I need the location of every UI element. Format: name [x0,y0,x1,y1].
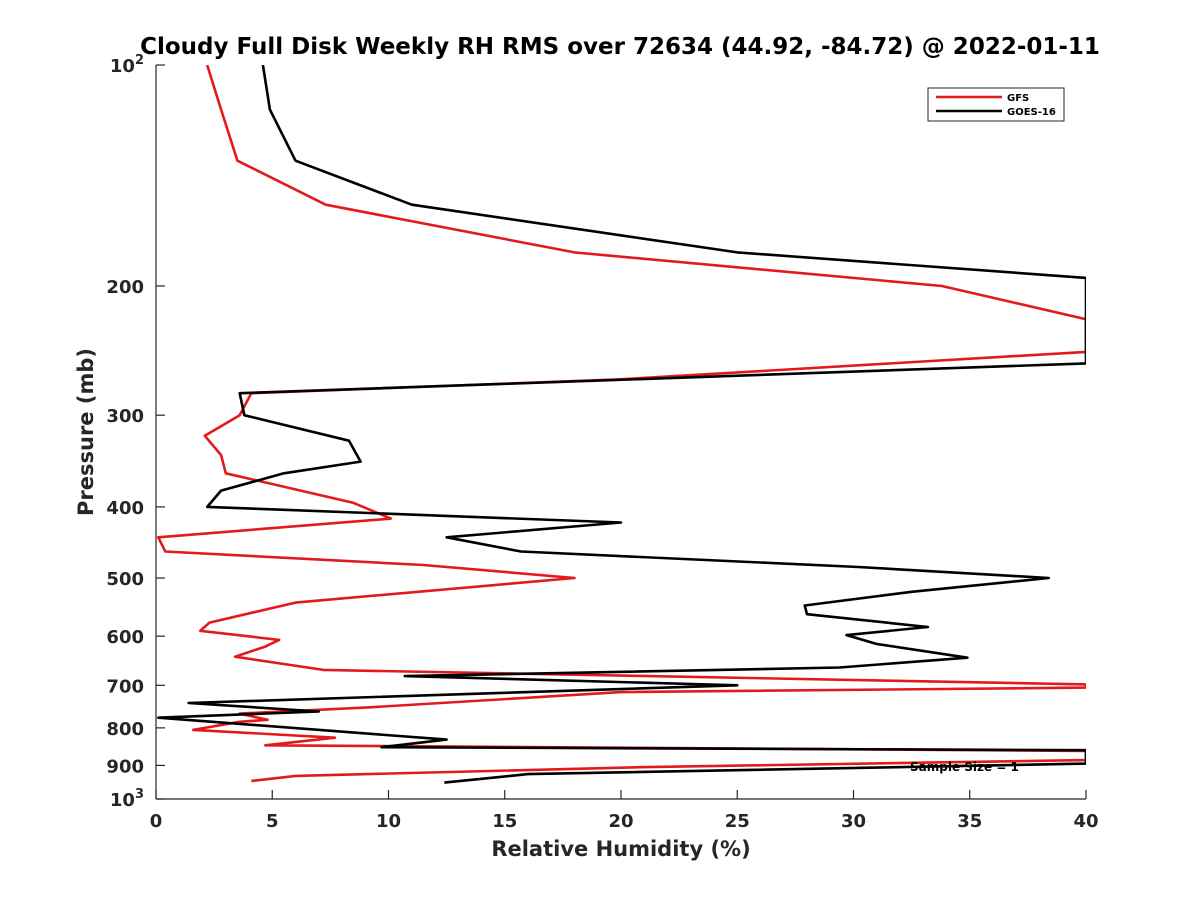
y-tick-label: 800 [106,719,144,740]
x-tick-label: 5 [266,811,279,832]
y-tick-label: 102 [110,53,144,77]
y-tick-label: 900 [106,756,144,777]
y-tick-label: 200 [106,277,144,298]
y-tick-label: 103 [110,787,144,811]
legend-label-goes16: GOES-16 [1007,107,1056,118]
y-tick-label: 500 [106,569,144,590]
x-axis-label: Relative Humidity (%) [491,837,750,861]
x-tick-label: 15 [492,811,517,832]
legend: GFS GOES-16 [927,87,1065,122]
y-tick-label: 600 [106,627,144,648]
x-tick-label: 10 [376,811,401,832]
series-line-goes16 [157,65,1086,784]
chart-title: Cloudy Full Disk Weekly RH RMS over 7263… [140,34,1100,60]
sample-size-annotation: Sample Size = 1 [910,760,1019,774]
x-tick-label: 30 [841,811,866,832]
x-tick-label: 0 [150,811,163,832]
x-tick-label: 40 [1073,811,1098,832]
x-tick-label: 35 [957,811,982,832]
legend-label-gfs: GFS [1007,93,1029,104]
y-tick-label: 400 [106,498,144,519]
series-line-gfs [157,65,1086,783]
series-layer [157,65,1086,784]
y-tick-label: 700 [106,676,144,697]
legend-box [927,87,1065,122]
y-ticks: 102 200 300 400 500 600 700 800 900 103 [106,53,165,811]
x-ticks: 0 5 10 15 20 25 30 35 40 [150,790,1099,832]
y-axis-label: Pressure (mb) [74,348,98,516]
x-tick-label: 20 [608,811,633,832]
x-tick-label: 25 [725,811,750,832]
y-tick-label: 300 [106,406,144,427]
